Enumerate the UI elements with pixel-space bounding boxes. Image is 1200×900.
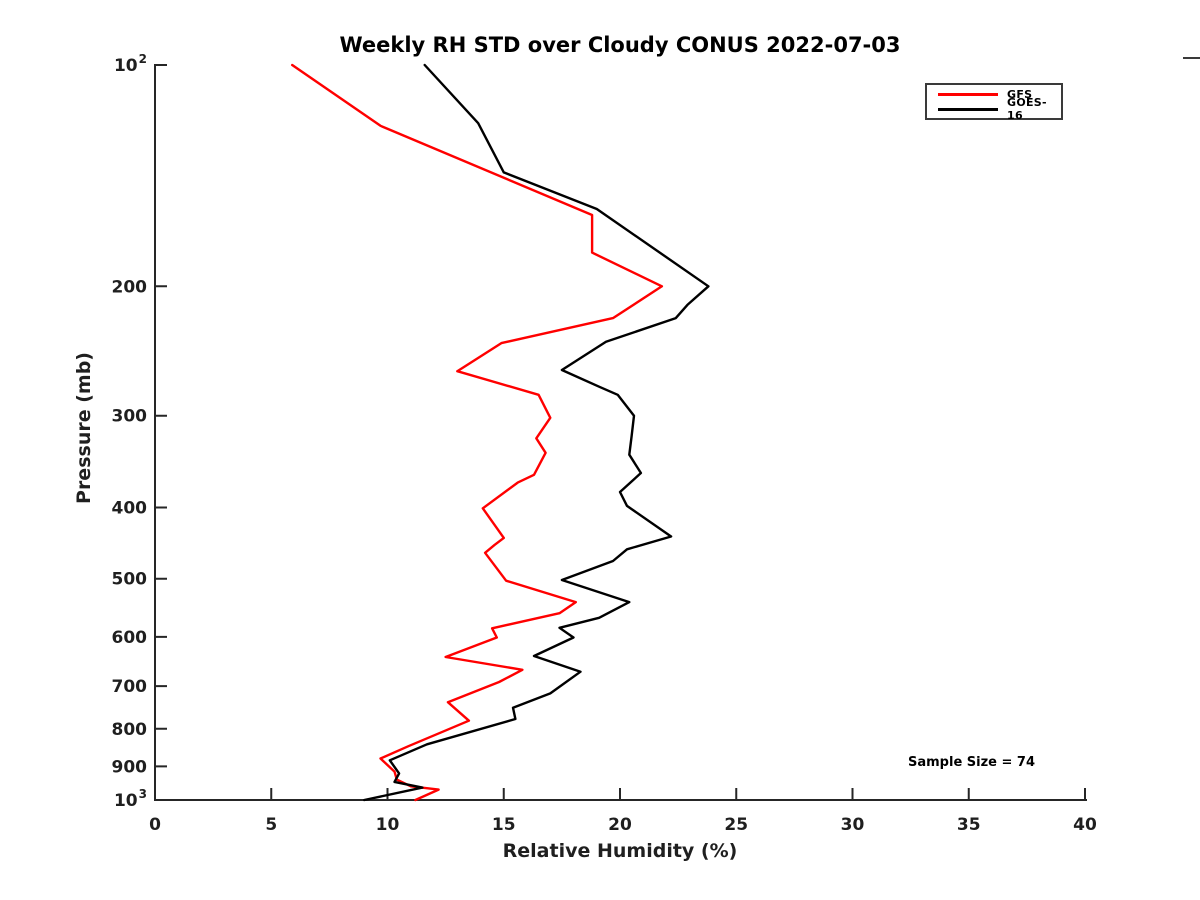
y-tick-label: 600: [112, 628, 148, 648]
chart-title: Weekly RH STD over Cloudy CONUS 2022-07-…: [339, 33, 901, 57]
gfs-line-swatch: [938, 92, 998, 96]
x-tick-label: 15: [492, 815, 516, 835]
x-axis-label: Relative Humidity (%): [502, 840, 738, 862]
y-tick-label: 800: [112, 720, 148, 740]
x-tick-label: 20: [608, 815, 632, 835]
goes16-line-swatch: [938, 107, 998, 111]
y-tick-label: 700: [112, 677, 148, 697]
legend-label-goes16: GOES-16: [1007, 96, 1047, 122]
y-tick-label: 103: [114, 787, 147, 811]
y-tick-label: 300: [112, 407, 148, 427]
y-tick-label: 500: [112, 570, 148, 590]
series-line-goes-16: [363, 63, 710, 802]
x-tick-label: 35: [957, 815, 981, 835]
axes-box-edge-artifact: [1183, 57, 1200, 59]
sample-size-annotation: Sample Size = 74: [908, 755, 1036, 770]
axes: [154, 64, 1087, 801]
y-tick-label: 400: [112, 499, 148, 519]
y-axis-label: Pressure (mb): [73, 352, 95, 504]
legend-item-gfs: GFS: [927, 87, 1061, 102]
series-line-gfs: [291, 63, 664, 802]
y-tick-label: 200: [112, 277, 148, 297]
legend-label-gfs: GFS: [1007, 87, 1033, 101]
x-tick-label: 5: [265, 815, 277, 835]
x-tick-label: 10: [376, 815, 400, 835]
x-tick-label: 40: [1073, 815, 1097, 835]
legend-item-goes16: GOES-16: [927, 96, 1061, 122]
x-tick-label: 30: [841, 815, 865, 835]
legend: GFS GOES-16: [925, 83, 1063, 122]
y-tick-label: 102: [114, 52, 147, 76]
y-tick-label: 900: [112, 757, 148, 777]
x-tick-label: 0: [149, 815, 161, 835]
x-tick-label: 25: [724, 815, 748, 835]
